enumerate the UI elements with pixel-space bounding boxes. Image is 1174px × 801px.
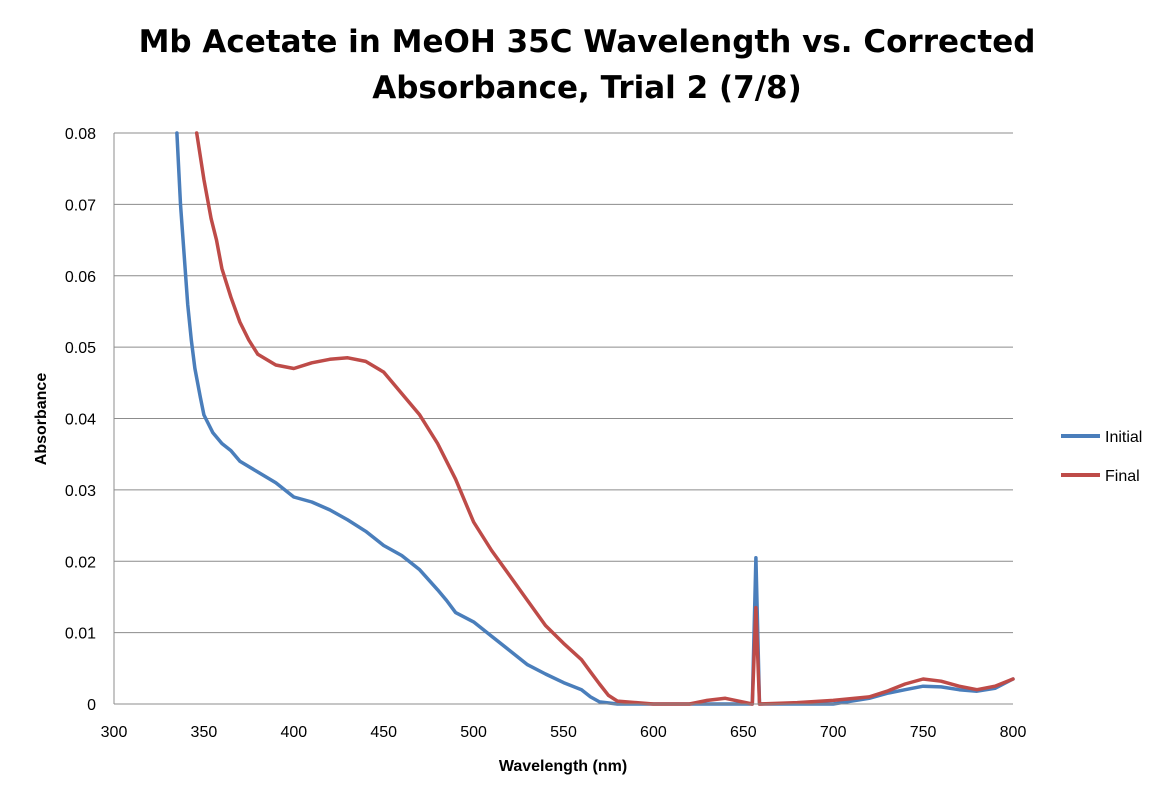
y-tick-label-1: 0.01 bbox=[65, 626, 96, 643]
series-line-final bbox=[194, 131, 1015, 706]
legend-label-final: Final bbox=[1105, 468, 1140, 485]
x-tick-label-6: 600 bbox=[640, 724, 667, 741]
y-axis-label: Absorbance bbox=[33, 373, 50, 466]
x-tick-label-4: 500 bbox=[460, 724, 487, 741]
x-tick-label-0: 300 bbox=[101, 724, 128, 741]
y-tick-label-6: 0.06 bbox=[65, 269, 96, 286]
series-lines bbox=[175, 131, 1015, 706]
grid-lines bbox=[114, 132, 1013, 634]
y-tick-label-4: 0.04 bbox=[65, 412, 96, 429]
y-tick-label-5: 0.05 bbox=[65, 340, 96, 357]
x-tick-label-10: 800 bbox=[1000, 724, 1027, 741]
legend-label-initial: Initial bbox=[1105, 429, 1142, 446]
y-tick-label-2: 0.02 bbox=[65, 554, 96, 571]
y-tick-labels: 0 0.01 0.02 0.03 0.04 0.05 0.06 0.07 0.08 bbox=[65, 126, 96, 714]
legend: Initial Final bbox=[1061, 429, 1142, 485]
x-tick-labels: 300 350 400 450 500 550 600 650 700 750 800 bbox=[101, 724, 1027, 741]
x-tick-label-2: 400 bbox=[280, 724, 307, 741]
y-tick-label-3: 0.03 bbox=[65, 483, 96, 500]
x-tick-label-5: 550 bbox=[550, 724, 577, 741]
x-axis-label: Wavelength (nm) bbox=[499, 758, 627, 775]
series-line-initial bbox=[175, 131, 1015, 706]
axes bbox=[113, 133, 1013, 705]
chart-title-line-2: Absorbance, Trial 2 (7/8) bbox=[372, 70, 802, 106]
x-tick-label-7: 650 bbox=[730, 724, 757, 741]
y-tick-label-7: 0.07 bbox=[65, 197, 96, 214]
y-tick-label-8: 0.08 bbox=[65, 126, 96, 143]
x-tick-label-3: 450 bbox=[370, 724, 397, 741]
x-tick-label-1: 350 bbox=[191, 724, 218, 741]
x-tick-label-9: 750 bbox=[910, 724, 937, 741]
chart-title-line-1: Mb Acetate in MeOH 35C Wavelength vs. Co… bbox=[139, 24, 1036, 60]
y-tick-label-0: 0 bbox=[87, 697, 96, 714]
x-tick-label-8: 700 bbox=[820, 724, 847, 741]
